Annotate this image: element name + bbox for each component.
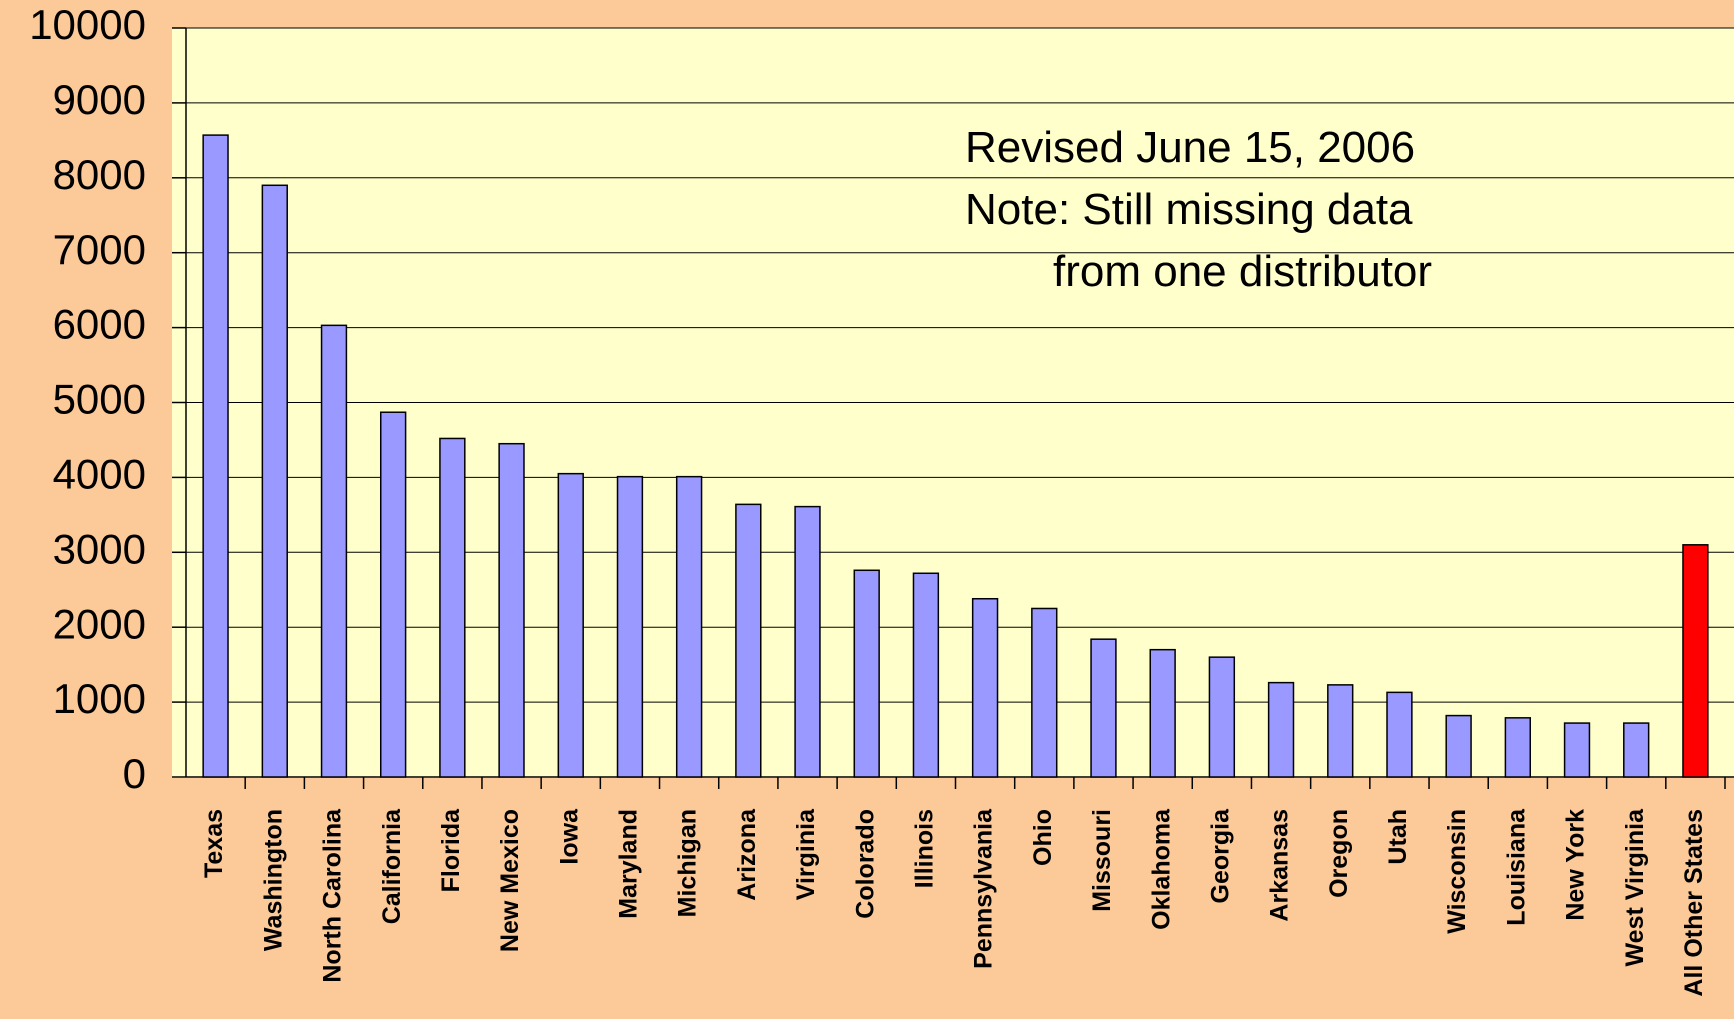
y-tick-label: 8000 xyxy=(53,151,146,198)
x-tick-label: Michigan xyxy=(674,809,702,917)
x-tick-label: New Mexico xyxy=(496,809,524,952)
bar xyxy=(557,472,584,778)
x-tick-label: Arizona xyxy=(733,808,761,901)
x-tick-label: Louisiana xyxy=(1502,808,1530,926)
bar xyxy=(853,569,880,778)
bar xyxy=(202,134,229,778)
x-tick-label: Missouri xyxy=(1088,809,1116,912)
bar xyxy=(1386,691,1413,778)
y-tick-label: 0 xyxy=(123,750,146,797)
x-tick-label: Arkansas xyxy=(1266,809,1294,922)
y-tick-label: 7000 xyxy=(53,226,146,273)
bar xyxy=(616,475,644,778)
bar xyxy=(320,324,348,778)
annotation: Revised June 15, 2006 xyxy=(965,123,1415,172)
x-tick-label: Illinois xyxy=(911,809,939,888)
y-tick-label: 2000 xyxy=(53,600,146,647)
x-tick-label: Pennsylvania xyxy=(970,808,998,969)
x-tick-label: Maryland xyxy=(615,809,643,919)
bar xyxy=(1327,684,1354,778)
bar xyxy=(379,411,407,778)
x-tick-label: Iowa xyxy=(555,808,583,865)
x-tick-label: Virginia xyxy=(792,808,820,900)
bar xyxy=(1031,607,1058,778)
x-tick-label: Utah xyxy=(1384,809,1412,865)
bar xyxy=(1267,681,1295,778)
x-tick-label: North Carolina xyxy=(319,808,347,983)
bar xyxy=(1682,544,1709,778)
bar xyxy=(439,437,466,778)
bar xyxy=(1563,722,1591,778)
bar xyxy=(912,572,940,778)
y-tick-label: 4000 xyxy=(53,450,146,497)
bar xyxy=(1504,717,1532,778)
x-tick-label: Texas xyxy=(200,809,228,878)
bar xyxy=(735,503,762,778)
bar xyxy=(1623,722,1650,778)
bar xyxy=(1445,714,1472,778)
y-tick-label: 9000 xyxy=(53,76,146,123)
annotation: from one distributor xyxy=(1053,247,1432,296)
x-tick-label: Wisconsin xyxy=(1443,809,1471,934)
bar xyxy=(261,184,288,778)
x-tick-label: Colorado xyxy=(851,809,879,919)
annotation: Note: Still missing data xyxy=(965,185,1413,234)
x-tick-label: Georgia xyxy=(1206,808,1234,904)
bar xyxy=(1208,656,1236,778)
y-tick-label: 6000 xyxy=(53,301,146,348)
y-tick-label: 5000 xyxy=(53,376,146,423)
bar xyxy=(794,505,821,778)
bar xyxy=(1149,648,1176,778)
bar xyxy=(971,597,999,778)
x-tick-label: California xyxy=(378,808,406,924)
bar xyxy=(1090,638,1117,778)
x-tick-label: Oregon xyxy=(1325,809,1353,898)
x-tick-label: Washington xyxy=(259,809,287,951)
x-tick-label: Ohio xyxy=(1029,809,1057,866)
x-tick-label: Oklahoma xyxy=(1147,808,1175,930)
bar xyxy=(675,475,703,778)
x-tick-label: All Other States xyxy=(1680,809,1708,997)
x-tick-label: New York xyxy=(1562,809,1590,921)
y-tick-label: 1000 xyxy=(53,675,146,722)
bar xyxy=(498,442,525,778)
x-tick-label: West Virginia xyxy=(1621,808,1649,967)
y-tick-label: 10000 xyxy=(29,1,146,48)
y-tick-label: 3000 xyxy=(53,525,146,572)
x-tick-label: Florida xyxy=(437,808,465,892)
